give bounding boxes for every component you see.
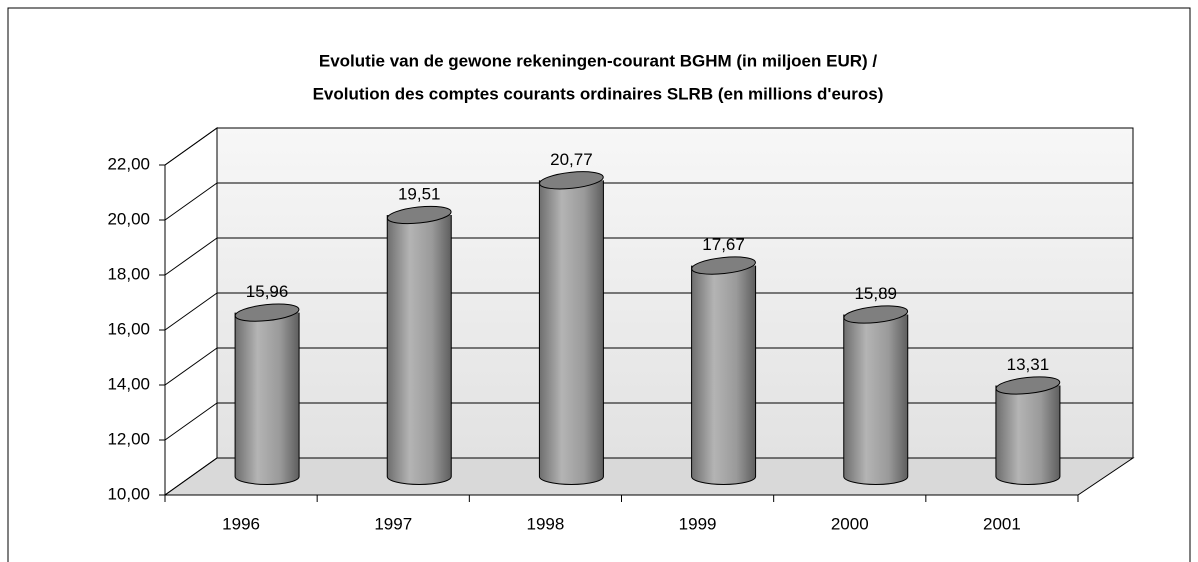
y-tick-label: 14,00 — [107, 374, 150, 393]
bar — [538, 180, 604, 485]
grid-line — [164, 127, 218, 166]
x-tick-label: 2000 — [831, 514, 869, 533]
y-tick-label: 22,00 — [107, 154, 150, 173]
y-tick-label: 10,00 — [107, 484, 150, 503]
bar — [234, 312, 300, 485]
floor — [163, 457, 1135, 496]
grid-line — [164, 347, 218, 386]
x-tick-label: 2001 — [983, 514, 1021, 533]
bar — [843, 314, 909, 485]
value-label: 17,67 — [702, 235, 745, 254]
value-label: 13,31 — [1007, 355, 1050, 374]
x-tick-label: 1999 — [679, 514, 717, 533]
bar-top — [386, 205, 452, 225]
y-tick-label: 20,00 — [107, 209, 150, 228]
bar-top — [691, 256, 756, 275]
bar-top — [539, 171, 604, 190]
value-label: 19,51 — [398, 184, 441, 203]
bar — [691, 265, 757, 485]
grid-line — [164, 182, 218, 221]
grid-line — [164, 292, 218, 331]
bar-top — [843, 305, 909, 324]
y-tick-label: 16,00 — [107, 319, 150, 338]
x-tick-label: 1996 — [222, 514, 260, 533]
chart-title: Evolutie van de gewone rekeningen-couran… — [319, 51, 878, 70]
bar — [995, 385, 1061, 486]
value-label: 15,96 — [246, 282, 289, 301]
chart-border — [7, 7, 1191, 562]
chart-title: Evolution des comptes courants ordinaire… — [313, 84, 884, 103]
grid-line — [164, 402, 218, 441]
grid-line — [164, 457, 218, 496]
bar-top — [234, 303, 300, 322]
x-tick-label: 1998 — [527, 514, 565, 533]
bar — [386, 214, 452, 485]
x-tick-label: 1997 — [374, 514, 412, 533]
value-label: 15,89 — [854, 284, 897, 303]
grid-line — [164, 237, 218, 276]
value-label: 20,77 — [550, 150, 593, 169]
bar-top — [995, 376, 1061, 395]
y-tick-label: 12,00 — [107, 429, 150, 448]
y-tick-label: 18,00 — [107, 264, 150, 283]
